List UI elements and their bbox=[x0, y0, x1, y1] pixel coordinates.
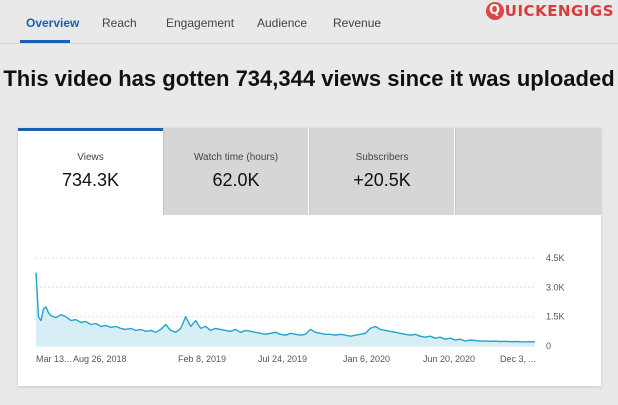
metrics-card: Views 734.3K Watch time (hours) 62.0K Su… bbox=[18, 128, 601, 386]
metric-tab-more[interactable] bbox=[455, 128, 601, 215]
logo-text: UICKENGIGS bbox=[504, 2, 614, 20]
active-tab-indicator bbox=[20, 40, 70, 43]
metric-label: Watch time (hours) bbox=[193, 152, 279, 163]
metric-tab-views[interactable]: Views 734.3K bbox=[18, 128, 163, 215]
x-tick-label: Jan 6, 2020 bbox=[343, 354, 390, 364]
views-chart-svg: 4.5K 3.0K 1.5K 0 Mar 13... Aug 26, 2018 Feb 8,… bbox=[35, 253, 565, 364]
views-line bbox=[35, 272, 536, 343]
metric-value: +20.5K bbox=[353, 170, 411, 190]
x-tick-label: Jun 20, 2020 bbox=[423, 354, 475, 364]
tab-audience[interactable]: Audience bbox=[257, 16, 308, 30]
metric-value: 734.3K bbox=[61, 170, 120, 190]
logo-q-badge: Q bbox=[485, 2, 504, 20]
y-tick-label: 3.0K bbox=[546, 282, 565, 292]
x-tick-label: Aug 26, 2018 bbox=[73, 354, 127, 364]
metric-value: 62.0K bbox=[212, 170, 260, 190]
x-tick-label: Feb 8, 2019 bbox=[178, 354, 226, 364]
metric-tabs: Views 734.3K Watch time (hours) 62.0K Su… bbox=[18, 128, 601, 215]
metric-tab-watch-time[interactable]: Watch time (hours) 62.0K bbox=[163, 128, 308, 215]
tab-revenue[interactable]: Revenue bbox=[333, 16, 382, 30]
views-area bbox=[36, 272, 535, 346]
analytics-tab-bar: Overview Reach Engagement Audience Reven… bbox=[0, 0, 618, 44]
metric-label: Subscribers bbox=[355, 152, 409, 163]
tab-overview[interactable]: Overview bbox=[26, 16, 80, 30]
y-tick-label: 4.5K bbox=[546, 253, 565, 263]
x-tick-label: Dec 3, ... bbox=[500, 354, 536, 364]
quickengigs-logo: Q UICKENGIGS bbox=[485, 2, 614, 22]
metric-tab-subscribers[interactable]: Subscribers +20.5K bbox=[309, 128, 454, 215]
page-headline: This video has gotten 734,344 views sinc… bbox=[3, 66, 615, 91]
x-tick-label: Jul 24, 2019 bbox=[258, 354, 307, 364]
y-tick-label: 0 bbox=[546, 341, 551, 351]
x-tick-label: Mar 13... bbox=[36, 354, 72, 364]
tab-engagement[interactable]: Engagement bbox=[166, 16, 235, 30]
y-tick-label: 1.5K bbox=[546, 312, 565, 322]
tab-reach[interactable]: Reach bbox=[102, 16, 137, 30]
metric-label: Views bbox=[77, 152, 104, 163]
views-chart: 4.5K 3.0K 1.5K 0 Mar 13... Aug 26, 2018 Feb 8,… bbox=[18, 215, 601, 386]
